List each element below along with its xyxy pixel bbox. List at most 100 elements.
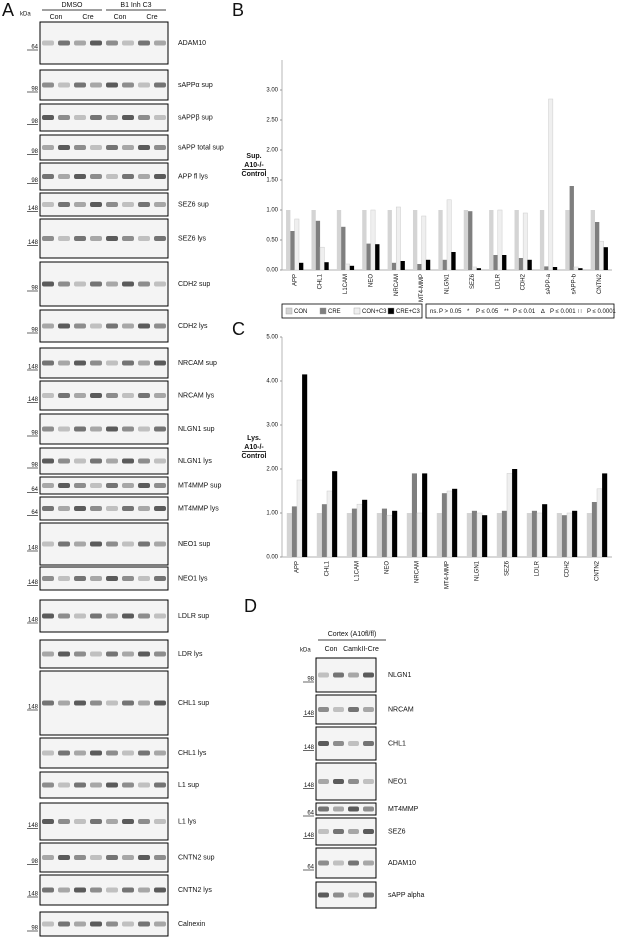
blot bbox=[39, 192, 169, 217]
band bbox=[138, 426, 150, 432]
band bbox=[58, 921, 70, 927]
blot-label: SEZ6 bbox=[388, 828, 406, 835]
blot bbox=[39, 670, 169, 736]
bar bbox=[375, 244, 380, 270]
band bbox=[333, 779, 344, 784]
band bbox=[74, 819, 86, 824]
band bbox=[333, 860, 344, 866]
band bbox=[138, 782, 150, 788]
bar bbox=[539, 210, 545, 270]
band bbox=[90, 393, 102, 398]
y-axis-label: A10-/- bbox=[244, 162, 264, 169]
band bbox=[122, 483, 134, 488]
band bbox=[106, 360, 118, 366]
bar bbox=[536, 512, 543, 558]
band bbox=[58, 576, 70, 581]
band bbox=[106, 115, 118, 120]
blot-label: APP fl lys bbox=[178, 173, 208, 180]
blot bbox=[39, 802, 169, 841]
band bbox=[154, 323, 166, 329]
band bbox=[154, 458, 166, 464]
significance-symbol: ns. bbox=[430, 309, 438, 315]
band bbox=[42, 458, 54, 464]
band bbox=[122, 887, 134, 893]
band bbox=[58, 82, 70, 88]
bar bbox=[441, 493, 447, 557]
band bbox=[363, 672, 374, 678]
band bbox=[106, 750, 118, 756]
lane-label: Con bbox=[325, 646, 338, 653]
band bbox=[74, 82, 86, 88]
band bbox=[154, 651, 166, 657]
marker-label: 148 bbox=[304, 745, 315, 751]
blot bbox=[315, 847, 377, 879]
bar bbox=[556, 513, 562, 557]
band bbox=[58, 750, 70, 756]
bar bbox=[349, 265, 355, 270]
bar bbox=[324, 262, 329, 270]
y-tick-label: 4.00 bbox=[266, 379, 278, 385]
blot bbox=[39, 496, 169, 521]
band bbox=[58, 458, 70, 464]
blot-label: LDR lys bbox=[178, 651, 203, 658]
y-tick-label: 1.00 bbox=[266, 208, 278, 214]
blot bbox=[315, 762, 377, 801]
bar bbox=[578, 268, 583, 270]
band bbox=[42, 236, 54, 241]
blot-label: L1 sup bbox=[178, 782, 199, 789]
bar bbox=[291, 506, 297, 557]
bar bbox=[326, 490, 333, 558]
band bbox=[122, 281, 134, 287]
x-tick-label: NEO bbox=[385, 561, 391, 574]
band bbox=[74, 506, 86, 511]
band bbox=[106, 819, 118, 824]
marker-label: 98 bbox=[31, 463, 38, 469]
band bbox=[42, 323, 54, 329]
marker-label: 98 bbox=[31, 119, 38, 125]
bar bbox=[406, 513, 412, 557]
panel-label: C bbox=[232, 319, 245, 339]
y-tick-label: 2.00 bbox=[266, 467, 278, 473]
x-tick-label: SEZ6 bbox=[505, 560, 511, 576]
band bbox=[363, 779, 374, 784]
significance-symbol: ∷ bbox=[578, 309, 582, 315]
band bbox=[74, 458, 86, 464]
blot-label: L1 lys bbox=[178, 818, 197, 825]
bar bbox=[341, 226, 346, 270]
band bbox=[74, 40, 86, 46]
bar bbox=[501, 510, 507, 557]
band bbox=[42, 887, 54, 893]
band bbox=[90, 700, 102, 706]
blot-label: SEZ6 lys bbox=[178, 235, 207, 242]
band bbox=[333, 741, 344, 746]
y-tick-label: 1.50 bbox=[266, 178, 278, 184]
band bbox=[42, 393, 54, 398]
x-tick-label: CNTN2 bbox=[595, 560, 601, 581]
bar bbox=[586, 513, 592, 557]
x-tick-label: sAPP-b bbox=[572, 273, 578, 294]
marker-label: 98 bbox=[31, 926, 38, 932]
marker-label: 98 bbox=[307, 677, 314, 683]
bar bbox=[527, 259, 532, 270]
marker-label: 148 bbox=[304, 783, 315, 789]
x-tick-label: CHL1 bbox=[318, 273, 324, 289]
blot bbox=[39, 218, 169, 259]
x-tick-label: sAPP-a bbox=[546, 273, 552, 294]
band bbox=[154, 782, 166, 788]
band bbox=[58, 202, 70, 207]
band bbox=[58, 360, 70, 366]
band bbox=[154, 426, 166, 432]
x-tick-label: NRCAM bbox=[415, 561, 421, 583]
band bbox=[42, 145, 54, 150]
x-tick-label: NLGN1 bbox=[445, 273, 451, 294]
bar bbox=[400, 261, 405, 270]
blot-label: CNTN2 sup bbox=[178, 854, 215, 861]
band bbox=[90, 145, 102, 150]
band bbox=[138, 40, 150, 46]
band bbox=[154, 576, 166, 581]
band bbox=[58, 613, 70, 619]
bar bbox=[466, 513, 472, 557]
legend-swatch bbox=[319, 307, 327, 315]
group-label: B1 Inh C3 bbox=[120, 2, 151, 9]
bar bbox=[286, 210, 291, 270]
